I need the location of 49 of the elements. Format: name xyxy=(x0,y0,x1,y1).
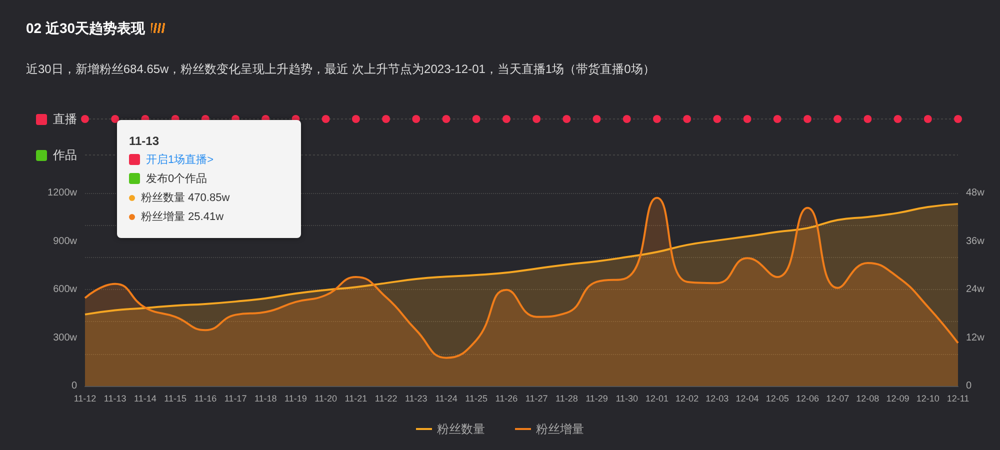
x-tick-label: 11-30 xyxy=(616,394,638,404)
text: 近30日，新增粉丝684.65w，粉丝数变化呈现上升趋势，最近 次上升节点为2023-12-01，当天直播1场（带货直播0场） xyxy=(26,61,655,78)
x-tick-label: 11-24 xyxy=(435,394,458,404)
y-tick-label: 900w xyxy=(53,236,78,247)
y-tick-label: 0 xyxy=(71,380,78,392)
x-tick-label: 12-04 xyxy=(736,394,759,404)
x-tick-label: 11-28 xyxy=(555,394,578,404)
x-tick-label: 11-15 xyxy=(164,394,186,404)
y2-tick-label: 36w xyxy=(966,236,986,247)
y2-tick-label: 0 xyxy=(966,380,972,392)
x-tick-label: 12-03 xyxy=(706,394,729,404)
x-tick-label: 11-14 xyxy=(134,394,156,404)
x-tick-label: 11-26 xyxy=(495,394,518,404)
x-tick-label: 12-10 xyxy=(916,394,940,404)
y-tick-label: 600w xyxy=(53,284,78,295)
x-tick-label: 11-22 xyxy=(374,394,398,404)
x-tick-label: 11-18 xyxy=(254,394,277,404)
y2-tick-label: 48w xyxy=(966,188,986,198)
x-tick-label: 11-23 xyxy=(404,394,428,404)
x-tick-label: 11-25 xyxy=(465,394,488,404)
x-tick-label: 11-19 xyxy=(284,394,307,404)
x-tick-label: 11-29 xyxy=(586,394,608,404)
legend-label: 粉丝增量 xyxy=(536,422,584,436)
annotation: 粉丝增量 25.41w xyxy=(141,210,224,224)
x-tick-label: 12-02 xyxy=(676,394,699,404)
x-tick-label: 12-11 xyxy=(946,394,970,404)
tooltip-card: 11-13 开启1场直播> 发布0个作品 粉丝数量 470.85w 粉丝增量 25.41w xyxy=(117,120,301,238)
text: 直播 xyxy=(53,111,77,128)
x-tick-label: 11-27 xyxy=(525,394,548,404)
y2-tick-label: 24w xyxy=(966,284,986,295)
text: 作品 xyxy=(53,147,77,164)
x-tick-label: 12-09 xyxy=(886,394,910,404)
text: 02 近30天趋势表现 xyxy=(26,20,146,36)
y-tick-label: 1200w xyxy=(48,188,78,198)
annotation: 粉丝数量 470.85w xyxy=(141,191,230,205)
x-tick-label: 11-20 xyxy=(314,394,338,404)
x-tick-label: 11-12 xyxy=(74,394,96,404)
x-tick-label: 12-07 xyxy=(826,394,850,404)
x-tick-label: 11-17 xyxy=(224,394,247,404)
x-tick-label: 11-13 xyxy=(104,394,126,404)
y2-tick-label: 12w xyxy=(966,332,986,344)
x-tick-label: 11-21 xyxy=(344,394,368,404)
legend-label: 粉丝数量 xyxy=(437,422,485,436)
x-tick-label: 12-01 xyxy=(645,394,668,404)
x-tick-label: 12-06 xyxy=(796,394,819,404)
x-tick-label: 11-16 xyxy=(194,394,217,404)
x-tick-label: 12-05 xyxy=(766,394,789,404)
y-tick-label: 300w xyxy=(53,332,78,344)
x-tick-label: 12-08 xyxy=(856,394,880,404)
